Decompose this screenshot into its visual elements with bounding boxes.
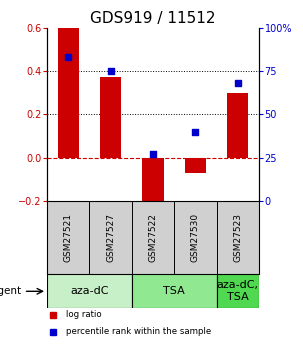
Bar [47,274,132,308]
Bar [185,158,206,173]
Text: GSM27530: GSM27530 [191,213,200,262]
Bar [227,93,248,158]
Point [235,80,240,86]
Point [66,54,71,60]
Text: log ratio: log ratio [66,310,102,319]
Text: percentile rank within the sample: percentile rank within the sample [66,327,211,336]
Text: GSM27527: GSM27527 [106,213,115,262]
Bar [58,28,79,158]
Point [108,68,113,74]
Text: aza-dC,
TSA: aza-dC, TSA [217,280,259,302]
Text: GSM27521: GSM27521 [64,213,73,262]
Bar [217,274,259,308]
Title: GDS919 / 11512: GDS919 / 11512 [90,11,216,27]
Bar [100,78,121,158]
Text: TSA: TSA [163,286,185,296]
Text: GSM27523: GSM27523 [233,213,242,262]
Point [151,151,155,157]
Point [193,129,198,135]
Text: aza-dC: aza-dC [70,286,109,296]
Bar [132,274,217,308]
Text: agent: agent [0,286,22,296]
Bar [142,158,164,203]
Text: GSM27522: GSM27522 [148,213,158,262]
